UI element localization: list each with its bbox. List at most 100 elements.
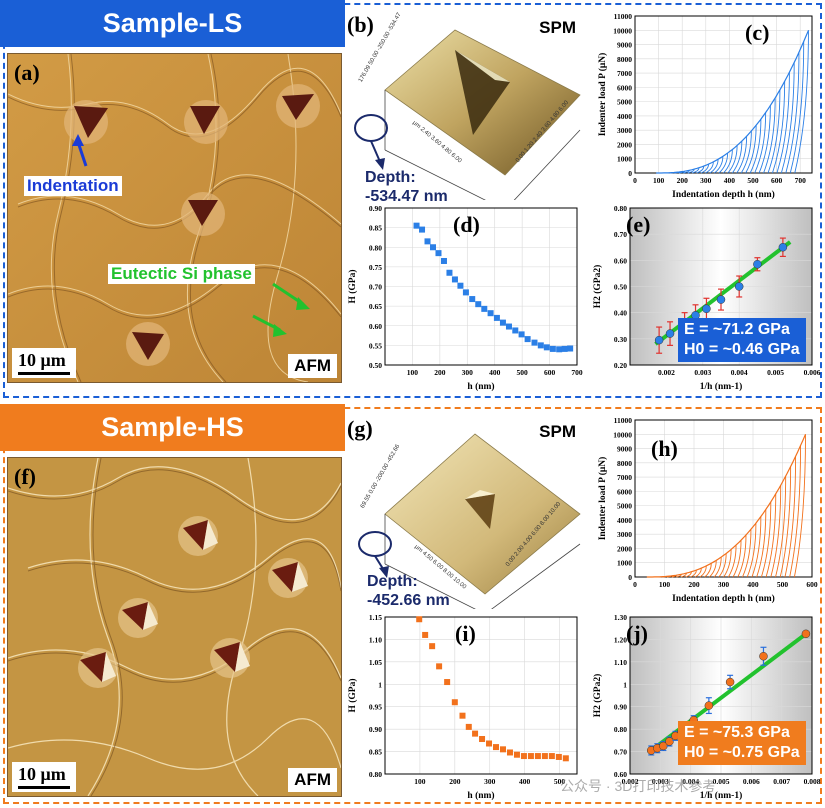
legend-j: E = ~75.3 GPa H0 = ~0.75 GPa — [678, 721, 806, 765]
data-point — [567, 345, 574, 352]
y-tick-label: 0.80 — [369, 770, 382, 779]
data-point — [716, 295, 726, 304]
panel-label-b: (b) — [347, 12, 374, 37]
data-point — [451, 276, 458, 283]
data-point — [493, 314, 500, 321]
data-point — [561, 345, 568, 352]
x-tick-label: 500 — [747, 176, 759, 185]
unloading-curve — [745, 125, 757, 174]
x-tick-label: 200 — [688, 580, 700, 589]
y-tick-label: 0.40 — [614, 309, 627, 318]
y-axis-label: H2 (GPa2) — [592, 674, 603, 718]
annotation-eutectic-si: Eutectic Si phase — [108, 264, 255, 284]
x-tick-label: 0.006 — [743, 777, 760, 786]
y-tick-label: 0.70 — [369, 283, 382, 292]
data-point — [543, 344, 550, 351]
data-point — [422, 631, 429, 638]
unloading-curve — [699, 565, 707, 578]
plot-area — [385, 617, 577, 774]
x-axis-label: 1/h (nm-1) — [700, 381, 743, 392]
unloading-curve — [767, 89, 781, 174]
y-tick-label: 0.20 — [614, 361, 627, 370]
depth-value-b: -534.47 nm — [365, 188, 448, 205]
x-tick-label: 0.008 — [804, 777, 821, 786]
data-point — [444, 679, 451, 686]
unloading-curve — [727, 545, 737, 578]
unloading-curve — [775, 476, 787, 578]
chart-d: 0.50 0.55 0.60 0.65 0.70 0.75 0.80 0.85 0.90 100 2… — [345, 200, 585, 395]
y-tick-label: 0.85 — [369, 748, 382, 757]
y-tick-label: 5000 — [617, 502, 632, 511]
scale-bar-label: 10 μm — [18, 350, 66, 370]
data-point — [513, 751, 520, 758]
scale-bar-ls: 10 μm — [12, 348, 76, 378]
x-axis-label: h (nm) — [467, 381, 494, 392]
data-point — [548, 753, 555, 760]
y-tick-label: 7000 — [617, 69, 632, 78]
data-point — [505, 323, 512, 330]
spm-panel-g: (g) SPM Depth: -452.66 nm 69.55 0.00 -20… — [345, 414, 590, 615]
afm-texture-hs — [8, 458, 341, 796]
y-tick-label: 3000 — [617, 126, 632, 135]
data-point — [702, 304, 711, 313]
y-tick-label: 1 — [378, 680, 382, 689]
y-tick-label: 0.90 — [369, 204, 382, 213]
chart-e: 0.20 0.30 0.40 0.50 0.60 0.70 0.80 0.002 0.003 0.… — [590, 200, 821, 395]
unloading-curve — [678, 171, 686, 174]
unloading-curve — [669, 171, 676, 174]
x-tick-label: 400 — [489, 368, 501, 377]
data-point — [562, 755, 569, 762]
data-point — [531, 339, 538, 346]
x-tick-label: 300 — [700, 176, 712, 185]
unloading-curve — [756, 509, 767, 578]
y-axis-label: H (GPa) — [347, 269, 358, 303]
unloading-curve — [794, 30, 809, 174]
data-point — [469, 296, 476, 303]
y-tick-label: 1.10 — [369, 635, 382, 644]
data-point — [499, 319, 506, 326]
x-tick-label: 500 — [517, 368, 529, 377]
sample-hs-frame — [3, 407, 822, 804]
afm-image-hs: (f) 10 μm AFM — [7, 457, 342, 797]
y-tick-label: 0.90 — [369, 725, 382, 734]
y-tick-label: 0.95 — [369, 703, 382, 712]
unloading-curve — [723, 549, 732, 578]
y-axis-label: H (GPa) — [347, 678, 358, 712]
y-tick-label: 2000 — [617, 140, 632, 149]
x-tick-label: 600 — [806, 580, 818, 589]
sample-ls-banner: Sample-LS — [0, 0, 345, 47]
panel-label-i: (i) — [455, 621, 476, 646]
afm-image-ls: (a) Indentation Eutectic Si phase 10 μm … — [7, 53, 342, 383]
unloading-curve — [742, 529, 752, 578]
y-tick-label: 11000 — [614, 12, 633, 21]
unloading-curve — [760, 501, 772, 578]
data-point — [486, 740, 493, 747]
x-tick-label: 100 — [659, 580, 671, 589]
depth-readout-g: Depth: -452.66 nm — [367, 572, 450, 610]
x-tick-label: 200 — [677, 176, 689, 185]
unloading-curve — [718, 553, 727, 578]
y-tick-label: 9000 — [617, 41, 632, 50]
data-point — [457, 282, 464, 289]
panel-label-j: (j) — [626, 621, 648, 646]
data-point — [416, 616, 423, 623]
spm-title-g: SPM — [539, 422, 576, 441]
data-point — [534, 753, 541, 760]
data-point — [759, 652, 768, 661]
data-point — [512, 327, 519, 334]
spm-surface-g — [358, 433, 581, 615]
data-point — [440, 257, 447, 264]
legend-e-modulus: E = ~71.2 GPa — [684, 321, 790, 338]
unloading-curve — [709, 560, 717, 578]
y-tick-label: 4000 — [617, 516, 632, 525]
unloading-curve — [746, 523, 757, 578]
y-tick-label: 5000 — [617, 98, 632, 107]
y-tick-label: 0.60 — [614, 256, 627, 265]
unloading-curve — [695, 568, 702, 578]
y-tick-label: 1 — [623, 680, 627, 689]
y-tick-label: 0 — [628, 169, 632, 178]
data-point — [541, 753, 548, 760]
unloading-curve — [763, 97, 776, 174]
chart-j: 0.60 0.70 0.80 0.90 1 1.10 1.20 1.30 0.002 0.003 0… — [590, 609, 821, 804]
data-point — [451, 699, 458, 706]
